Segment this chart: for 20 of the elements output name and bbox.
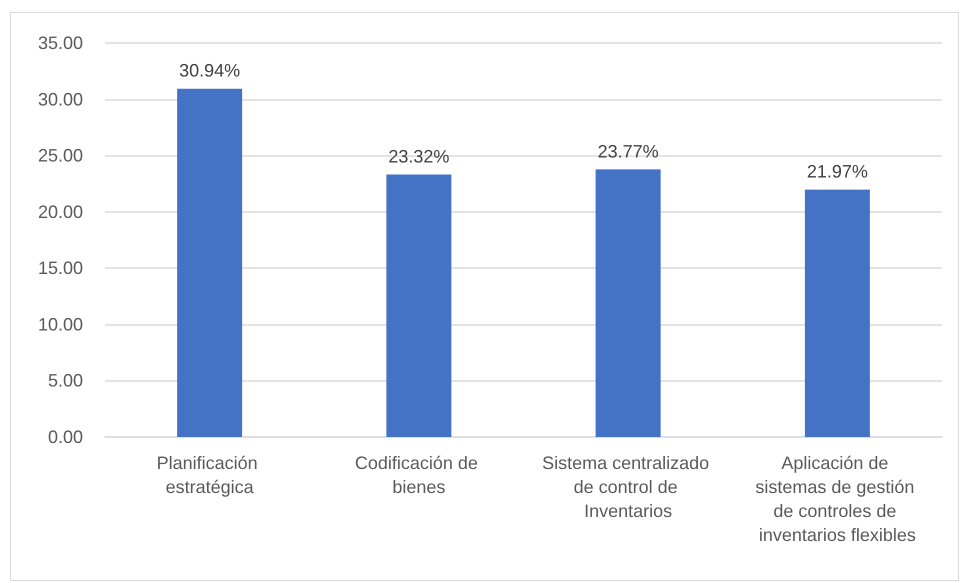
data-label: 30.94% [179, 60, 240, 81]
bar [596, 169, 661, 437]
data-label: 23.77% [598, 141, 659, 162]
x-tick-label: Aplicación de sistemas de gestión de controles de inventarios flexibles [755, 453, 920, 545]
y-tick-label: 15.00 [38, 258, 83, 278]
bar [386, 174, 452, 437]
bar [804, 190, 870, 437]
bar [177, 88, 242, 437]
y-tick-label: 10.00 [38, 314, 83, 334]
y-tick-label: 20.00 [38, 202, 83, 222]
y-tick-label: 5.00 [48, 370, 83, 391]
y-tick-label: 25.00 [38, 146, 83, 166]
y-tick-label: 0.00 [48, 427, 83, 447]
x-tick-label: Codificación de bienes [354, 453, 483, 497]
data-label: 21.97% [806, 162, 868, 182]
y-tick-label: 35.00 [38, 33, 83, 53]
y-tick-label: 30.00 [38, 89, 83, 110]
x-tick-label: Sistema centralizado de control de Inventarios [542, 453, 714, 521]
data-label: 23.32% [388, 146, 450, 166]
x-tick-label: Planificación estratégica [156, 453, 263, 497]
